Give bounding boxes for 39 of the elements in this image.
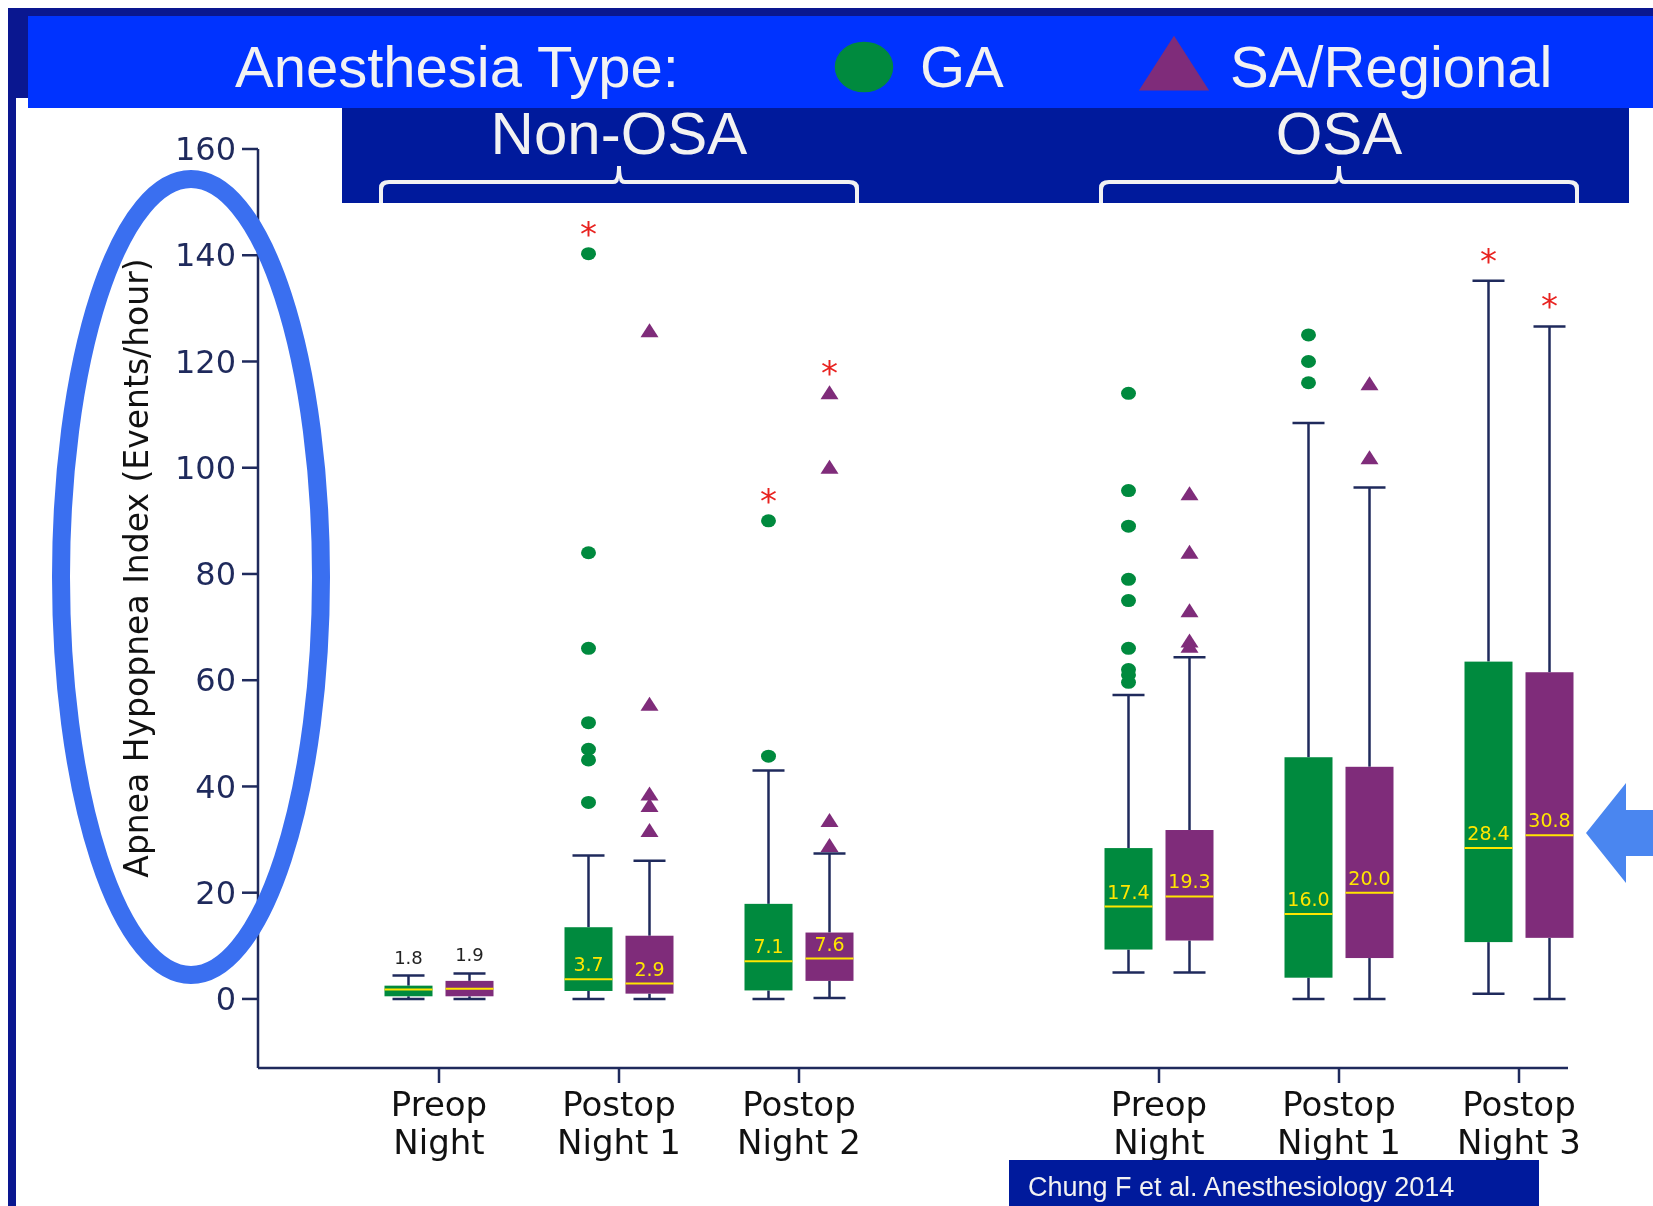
- text: 16.0: [1287, 887, 1330, 910]
- y-tick-label: 0: [215, 980, 236, 1019]
- legend-label: SA/Regional: [1230, 34, 1553, 99]
- text: 3.7: [573, 953, 604, 976]
- x-tick-label: Postop Night 3: [1457, 1084, 1581, 1162]
- annotation: *: [580, 213, 597, 254]
- text: 28.4: [1467, 822, 1510, 845]
- legend-label: GA: [920, 34, 1005, 99]
- y-tick-label: 120: [174, 342, 236, 381]
- text: 7.1: [753, 935, 784, 958]
- x-tick-label: Postop Night 1: [557, 1084, 681, 1162]
- text: Chung F et al. Anesthesiology 2014: [1028, 1172, 1455, 1202]
- text: 19.3: [1168, 870, 1211, 893]
- y-tick-label: 80: [195, 555, 236, 594]
- y-tick-label: 160: [174, 130, 236, 169]
- annotation: *: [760, 480, 777, 521]
- annotation: *: [821, 353, 838, 394]
- y-tick-label: 20: [195, 873, 236, 912]
- legend-title: Anesthesia Type:: [235, 34, 679, 99]
- x-tick-label: Preop Night: [1110, 1084, 1208, 1162]
- y-tick-label: 140: [174, 236, 236, 275]
- y-tick-label: 60: [195, 661, 236, 700]
- annotation: *: [1480, 240, 1497, 281]
- x-tick-label: Postop Night 2: [737, 1084, 861, 1162]
- text: 7.6: [814, 932, 845, 955]
- annotation: *: [1541, 286, 1558, 327]
- x-tick-label: Postop Night 1: [1277, 1084, 1401, 1162]
- y-axis-title: Apnea Hypopnea Index (Events/hour): [117, 258, 156, 878]
- x-tick-label: Preop Night: [390, 1084, 488, 1162]
- text: 20.0: [1348, 866, 1391, 889]
- y-tick-label: 100: [174, 448, 236, 487]
- text: 17.4: [1107, 880, 1150, 903]
- annotation: OSA: [1275, 100, 1403, 167]
- text: 2.9: [634, 957, 665, 980]
- y-tick-label: 40: [195, 767, 236, 806]
- text: 1.8: [394, 946, 423, 968]
- text: 30.8: [1528, 809, 1571, 832]
- text: 1.9: [455, 944, 484, 966]
- annotation: Non-OSA: [490, 100, 748, 167]
